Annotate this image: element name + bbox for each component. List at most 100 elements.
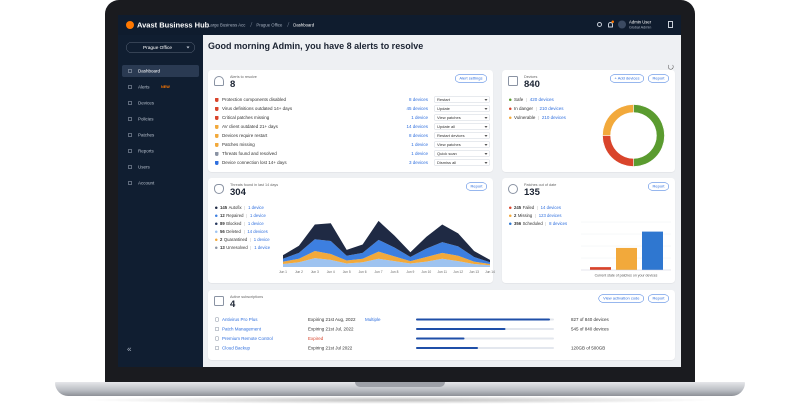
x-tick-label: Jun 14 xyxy=(485,270,495,274)
stat-name: Failed xyxy=(522,205,535,210)
alert-devices[interactable]: 1 device xyxy=(411,142,428,147)
action-select[interactable]: Dismiss all xyxy=(434,159,490,166)
action-label: Update all xyxy=(437,124,456,130)
subscription-name[interactable]: Premium Remote Control xyxy=(222,336,273,341)
organization-icon[interactable] xyxy=(668,21,673,28)
legend-label: In danger xyxy=(514,106,534,111)
user-avatar[interactable] xyxy=(618,20,626,29)
alert-text: Threats found and resolved xyxy=(222,151,277,156)
alert-devices[interactable]: 1 device xyxy=(411,151,428,156)
collapse-sidebar[interactable]: « xyxy=(127,345,132,354)
refresh-icon[interactable] xyxy=(668,64,674,70)
button[interactable]: Report xyxy=(647,182,669,191)
action-select[interactable]: Restart xyxy=(434,96,490,103)
subscription-extra[interactable]: Multiple xyxy=(365,317,381,322)
action-select[interactable]: Quick scan xyxy=(434,150,490,157)
stat-name: Missing xyxy=(517,213,533,218)
devices-icon xyxy=(508,76,518,86)
nav-item[interactable]: Dashboard xyxy=(122,65,199,77)
sidebar: Prague Office Dashboard Alerts NEW Devices Po… xyxy=(118,35,203,367)
card-label: Alerts to resolve xyxy=(230,74,257,80)
alert-devices[interactable]: 14 devices xyxy=(406,124,428,129)
bar xyxy=(642,231,663,270)
legend-divider xyxy=(526,97,527,102)
alert-devices[interactable]: 3 devices xyxy=(408,160,428,165)
site-selector[interactable]: Prague Office xyxy=(126,42,195,53)
stat-count: 245 xyxy=(514,205,522,210)
subscription-name[interactable]: Cloud Backup xyxy=(222,345,251,351)
nav-item[interactable]: Policies xyxy=(122,113,199,125)
x-tick-label: Jun 10 xyxy=(421,270,431,274)
donut-chart xyxy=(602,104,665,167)
action-select[interactable]: View patches xyxy=(434,141,490,148)
breadcrumb[interactable]: Prague Office xyxy=(256,22,283,28)
action-label: Dismiss all xyxy=(437,160,457,166)
action-select[interactable]: Restart devices xyxy=(434,132,490,139)
x-tick-label: Jun 5 xyxy=(343,270,351,274)
stat-row: 56 Deleted 14 devices xyxy=(215,229,268,234)
stat-count: 2 xyxy=(220,237,223,242)
nav-item[interactable]: Alerts NEW xyxy=(122,81,199,93)
x-tick-label: Jun 6 xyxy=(359,270,367,274)
action-select[interactable]: Update all xyxy=(434,123,490,130)
action-label: Restart devices xyxy=(437,133,465,139)
alert-devices[interactable]: 1 device xyxy=(411,115,428,120)
nav-item[interactable]: Users xyxy=(122,161,199,173)
legend-value: 210 devices xyxy=(541,115,566,120)
button[interactable]: Report xyxy=(647,294,669,303)
subscription-name[interactable]: Antivirus Pro Plus xyxy=(222,317,258,322)
button[interactable]: View activation code xyxy=(598,294,644,303)
button[interactable]: Report xyxy=(465,182,487,191)
bar xyxy=(590,267,611,270)
subscription-icon xyxy=(215,336,219,341)
button[interactable]: Report xyxy=(647,74,669,83)
subscription-name[interactable]: Patch Management xyxy=(222,326,262,332)
stat-divider xyxy=(244,221,245,226)
stat-dot xyxy=(215,246,218,250)
site-caret xyxy=(186,46,190,49)
stat-row: 13 Unresolved 1 device xyxy=(215,245,270,250)
subscriptions-icon xyxy=(214,296,224,306)
subscription-usage: 827 of 840 devices xyxy=(571,317,609,322)
brand-name: Avast Business Hub xyxy=(137,21,210,30)
select-caret xyxy=(484,108,488,110)
nav-label: Alerts xyxy=(138,84,150,90)
legend-divider xyxy=(538,115,539,120)
stacked-area xyxy=(283,220,490,263)
action-select[interactable]: Update xyxy=(434,105,490,112)
stat-count: 56 xyxy=(220,229,225,234)
x-tick-label: Jun 12 xyxy=(453,270,463,274)
stat-devices: 1 device xyxy=(248,205,264,210)
stat-divider xyxy=(243,229,245,234)
card-count: 4 xyxy=(230,299,236,310)
breadcrumb[interactable]: Large Business Acc xyxy=(208,22,246,28)
stat-divider xyxy=(250,245,252,250)
button[interactable]: Alert settings xyxy=(454,74,487,83)
alert-devices[interactable]: 8 devices xyxy=(408,133,428,138)
nav-label: Reports xyxy=(138,148,154,154)
nav-item[interactable]: Devices xyxy=(122,97,199,109)
alert-devices[interactable]: 45 devices xyxy=(406,106,428,111)
progress-track xyxy=(416,337,554,340)
nav-item[interactable]: Patches xyxy=(122,129,199,141)
button[interactable]: + Add devices xyxy=(609,74,644,83)
nav-item[interactable]: Account xyxy=(122,177,199,189)
legend-dot xyxy=(509,98,512,102)
card-count: 840 xyxy=(524,79,540,90)
alert-icon xyxy=(215,116,219,120)
action-label: Restart xyxy=(437,97,450,103)
notifications-icon[interactable] xyxy=(608,22,613,28)
stat-devices: 14 devices xyxy=(247,229,268,234)
settings-icon[interactable] xyxy=(597,22,602,27)
alert-devices[interactable]: 8 devices xyxy=(408,97,428,102)
action-select[interactable]: View patches xyxy=(434,114,490,121)
alert-icon xyxy=(215,152,219,156)
alerts-card: Alerts to resolve 8 Alert settings Protecti… xyxy=(208,70,493,172)
select-caret xyxy=(484,135,488,137)
nav-item[interactable]: Reports xyxy=(122,145,199,157)
devices-card: Devices 840 Report + Add devices Safe 420 dev… xyxy=(502,70,675,172)
nav-icon xyxy=(128,101,132,105)
area-chart: Jun 1 Jun 2 Jun 3 Jun 4 Jun 5 Jun 6 Jun 7 Jun 8… xyxy=(279,220,495,274)
